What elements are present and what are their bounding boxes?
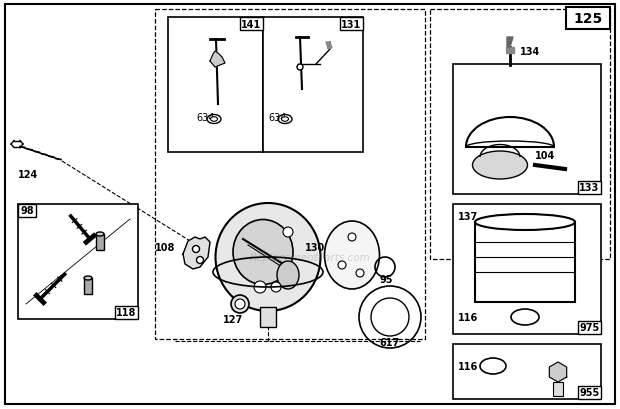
- Text: 617: 617: [380, 337, 400, 347]
- Bar: [18, 204, 36, 218]
- Ellipse shape: [233, 220, 293, 285]
- Ellipse shape: [235, 299, 245, 309]
- Bar: [578, 386, 601, 399]
- Ellipse shape: [96, 232, 104, 236]
- Bar: [260, 307, 276, 327]
- Text: 116: 116: [458, 361, 478, 371]
- Bar: [115, 306, 138, 319]
- Bar: [168, 18, 263, 153]
- Bar: [453, 204, 601, 334]
- Ellipse shape: [356, 270, 364, 277]
- Text: 133: 133: [579, 183, 600, 193]
- Bar: [240, 18, 263, 31]
- Text: ReplacementParts.com: ReplacementParts.com: [250, 252, 370, 262]
- Ellipse shape: [283, 227, 293, 237]
- Text: 131: 131: [342, 20, 361, 29]
- Text: 955: 955: [579, 388, 600, 398]
- Text: 116: 116: [458, 312, 478, 322]
- Text: 125: 125: [574, 12, 603, 26]
- Bar: [263, 18, 363, 153]
- Text: 130: 130: [305, 243, 326, 252]
- Polygon shape: [183, 237, 210, 270]
- Text: 124: 124: [18, 170, 38, 180]
- Bar: [340, 18, 363, 31]
- Ellipse shape: [231, 295, 249, 313]
- Bar: [155, 10, 425, 339]
- Ellipse shape: [281, 117, 288, 122]
- Bar: [453, 65, 601, 195]
- Ellipse shape: [371, 298, 409, 336]
- Text: 975: 975: [579, 323, 600, 333]
- Text: 127: 127: [223, 314, 243, 324]
- Text: 104: 104: [535, 151, 555, 161]
- Ellipse shape: [324, 221, 379, 289]
- Ellipse shape: [192, 246, 200, 253]
- Ellipse shape: [348, 234, 356, 241]
- Ellipse shape: [277, 261, 299, 289]
- Ellipse shape: [216, 204, 321, 311]
- Polygon shape: [326, 43, 332, 49]
- Bar: [578, 321, 601, 334]
- Bar: [18, 204, 138, 319]
- Bar: [578, 182, 601, 195]
- Bar: [553, 382, 563, 396]
- Polygon shape: [506, 48, 514, 54]
- Polygon shape: [549, 362, 567, 382]
- Text: 134: 134: [520, 47, 540, 57]
- Ellipse shape: [297, 65, 303, 71]
- Polygon shape: [507, 38, 513, 48]
- Bar: [566, 8, 610, 30]
- Ellipse shape: [254, 281, 266, 293]
- Text: 634: 634: [196, 113, 215, 123]
- Ellipse shape: [271, 282, 281, 292]
- Ellipse shape: [475, 214, 575, 230]
- Text: 118: 118: [117, 308, 136, 318]
- Bar: [430, 10, 610, 259]
- Ellipse shape: [211, 117, 218, 122]
- Text: 95: 95: [379, 274, 392, 284]
- Text: 98: 98: [20, 206, 34, 216]
- Text: 141: 141: [241, 20, 262, 29]
- Ellipse shape: [472, 152, 528, 180]
- Ellipse shape: [197, 257, 203, 264]
- Bar: [84, 278, 92, 294]
- Ellipse shape: [84, 276, 92, 280]
- Polygon shape: [210, 52, 225, 68]
- Bar: [453, 344, 601, 399]
- Bar: [96, 234, 104, 250]
- Bar: [475, 222, 575, 302]
- Text: 108: 108: [155, 243, 175, 252]
- Text: 634: 634: [268, 113, 286, 123]
- Text: 137: 137: [458, 211, 478, 221]
- Ellipse shape: [338, 261, 346, 270]
